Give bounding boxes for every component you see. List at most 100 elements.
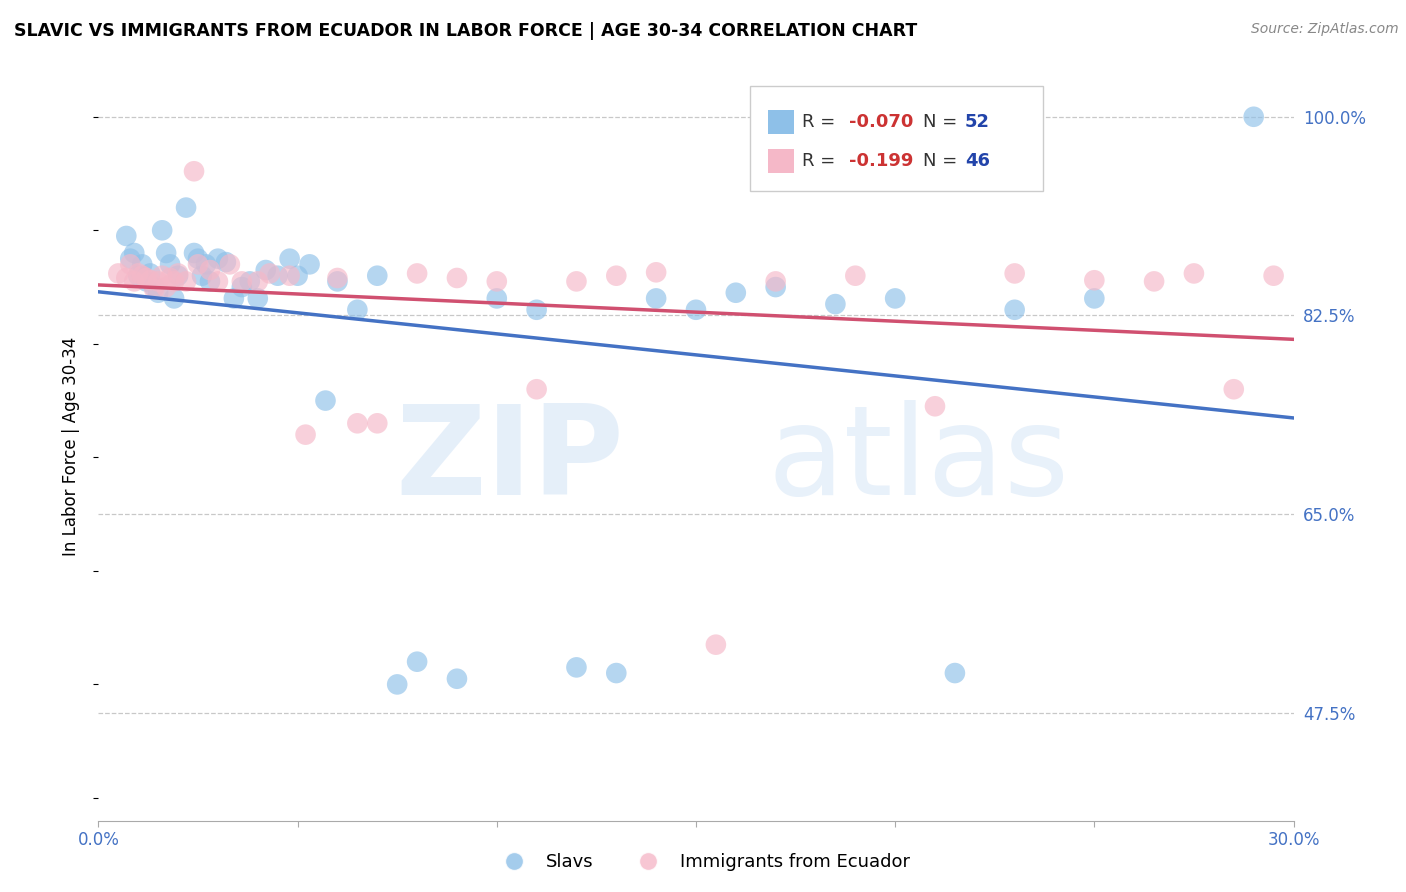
Text: 52: 52 <box>965 112 990 130</box>
Point <box>107 267 129 281</box>
Point <box>120 252 142 266</box>
Point <box>645 265 668 279</box>
Point <box>120 257 142 271</box>
Y-axis label: In Labor Force | Age 30-34: In Labor Force | Age 30-34 <box>62 336 80 556</box>
Text: Source: ZipAtlas.com: Source: ZipAtlas.com <box>1251 22 1399 37</box>
Point <box>124 274 146 288</box>
Point <box>155 280 177 294</box>
Point <box>765 280 787 294</box>
Point <box>115 271 138 285</box>
Point <box>844 268 866 283</box>
Point <box>231 280 253 294</box>
Point <box>605 666 627 681</box>
Point <box>278 252 301 266</box>
Point <box>1083 292 1105 306</box>
Point <box>385 677 409 691</box>
Point <box>159 271 181 285</box>
Point <box>215 255 238 269</box>
Point <box>167 268 190 283</box>
Text: ZIP: ZIP <box>395 401 624 522</box>
Point <box>191 268 214 283</box>
Point <box>366 268 388 283</box>
Point <box>685 302 707 317</box>
Point <box>207 274 229 288</box>
Text: 46: 46 <box>965 153 990 170</box>
Point <box>943 666 966 681</box>
Point <box>187 252 209 266</box>
Point <box>254 263 277 277</box>
Point <box>115 229 138 244</box>
Point <box>163 274 186 288</box>
Point <box>526 302 548 317</box>
Point <box>704 638 727 652</box>
Point <box>346 302 368 317</box>
Point <box>1223 382 1246 396</box>
FancyBboxPatch shape <box>749 87 1043 191</box>
Point <box>155 246 177 260</box>
Point <box>198 263 221 277</box>
Point <box>183 164 205 178</box>
Point <box>346 417 368 431</box>
Bar <box>768 110 794 134</box>
Point <box>198 274 221 288</box>
Point <box>294 427 316 442</box>
Point <box>231 274 253 288</box>
Point <box>183 246 205 260</box>
Point <box>246 274 269 288</box>
Point <box>565 274 588 288</box>
Point <box>565 660 588 674</box>
Point <box>187 257 209 271</box>
Legend: Slavs, Immigrants from Ecuador: Slavs, Immigrants from Ecuador <box>488 847 918 879</box>
Point <box>884 292 907 306</box>
Point <box>222 292 245 306</box>
Point <box>1004 302 1026 317</box>
Point <box>127 267 149 281</box>
Point <box>824 297 846 311</box>
Point <box>446 271 468 285</box>
Point <box>298 257 321 271</box>
Point <box>148 285 170 300</box>
Point <box>259 267 281 281</box>
Point <box>924 399 946 413</box>
Point <box>207 252 229 266</box>
Point <box>143 282 166 296</box>
Point <box>724 285 747 300</box>
Point <box>645 292 668 306</box>
Point <box>406 655 429 669</box>
Point <box>406 267 429 281</box>
Point <box>195 257 218 271</box>
Text: -0.070: -0.070 <box>849 112 914 130</box>
Text: N =: N = <box>924 153 963 170</box>
Point <box>174 201 197 215</box>
Point <box>326 274 349 288</box>
Point <box>446 672 468 686</box>
Point <box>163 292 186 306</box>
Point <box>1243 110 1265 124</box>
Point <box>1263 268 1285 283</box>
Text: SLAVIC VS IMMIGRANTS FROM ECUADOR IN LABOR FORCE | AGE 30-34 CORRELATION CHART: SLAVIC VS IMMIGRANTS FROM ECUADOR IN LAB… <box>14 22 917 40</box>
Point <box>143 280 166 294</box>
Point <box>131 268 153 283</box>
Point <box>366 417 388 431</box>
Point <box>139 267 162 281</box>
Point <box>267 268 290 283</box>
Point <box>1143 274 1166 288</box>
Text: R =: R = <box>803 112 841 130</box>
Text: R =: R = <box>803 153 846 170</box>
Point <box>219 257 242 271</box>
Point <box>315 393 337 408</box>
Point <box>1182 267 1205 281</box>
Point <box>174 274 197 288</box>
Point <box>1083 273 1105 287</box>
Point <box>159 257 181 271</box>
Point <box>246 292 269 306</box>
Point <box>526 382 548 396</box>
Point <box>127 268 149 283</box>
Point <box>150 268 173 283</box>
Point <box>1004 267 1026 281</box>
Point <box>239 274 262 288</box>
Bar <box>768 149 794 173</box>
Point <box>485 292 508 306</box>
Point <box>131 257 153 271</box>
Point <box>124 246 146 260</box>
